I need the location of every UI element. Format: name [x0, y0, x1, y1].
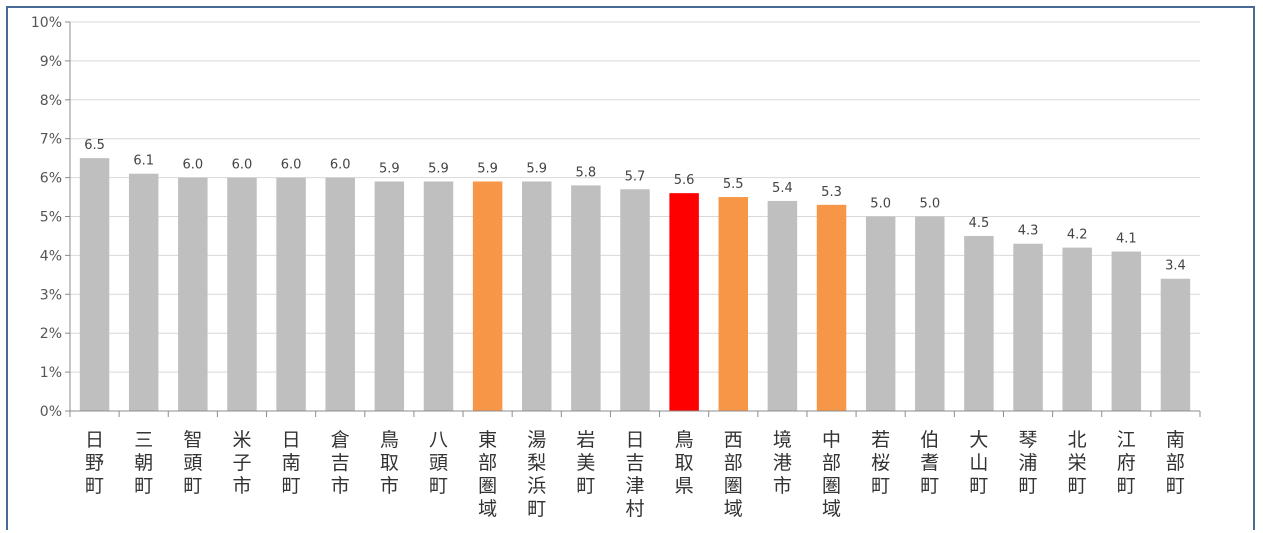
bar — [767, 200, 798, 411]
category-label: 鳥取県 — [675, 429, 694, 497]
bar — [325, 177, 355, 411]
category-label: 倉吉市 — [331, 429, 350, 497]
data-label: 4.3 — [1018, 224, 1039, 239]
x-axis: 日野町 三朝町 智頭町 米子市 日南町 倉吉市 鳥取市 八頭町 東部圏域 湯梨浜町 岩美町 日吉津村 鳥… — [69, 410, 1201, 520]
category-label: 米子市 — [232, 429, 251, 497]
bar — [1062, 247, 1092, 411]
bar — [620, 189, 650, 411]
data-label: 5.4 — [772, 181, 793, 196]
bar — [1013, 243, 1043, 411]
y-tick-label: 0% — [40, 404, 62, 420]
category-label: 日吉津村 — [625, 429, 644, 520]
bar — [669, 193, 699, 411]
y-tick-label: 6% — [40, 171, 62, 187]
category-label: 南部町 — [1166, 429, 1185, 497]
data-label: 5.9 — [379, 161, 400, 176]
bar — [374, 181, 405, 411]
y-tick-label: 5% — [40, 210, 62, 226]
category-label: 鳥取市 — [380, 429, 399, 497]
data-label: 5.0 — [870, 197, 891, 212]
bars — [79, 158, 1191, 411]
bar — [1111, 251, 1142, 411]
y-tick-label: 8% — [40, 93, 62, 109]
category-label: 八頭町 — [429, 429, 448, 497]
bar — [276, 177, 306, 411]
bar — [964, 235, 994, 411]
data-label: 5.0 — [919, 197, 940, 212]
data-label: 4.2 — [1067, 228, 1088, 243]
category-label: 江府町 — [1117, 429, 1136, 497]
bar — [571, 185, 601, 411]
y-tick-label: 4% — [40, 248, 62, 264]
category-label: 境港市 — [773, 429, 792, 497]
data-label: 4.5 — [969, 216, 990, 231]
category-label: 中部圏域 — [822, 429, 841, 520]
bar — [178, 177, 208, 411]
bar — [1160, 278, 1191, 411]
bar — [718, 197, 748, 411]
data-label: 5.9 — [477, 161, 498, 176]
bar — [865, 216, 896, 411]
category-label: 東部圏域 — [478, 429, 497, 520]
data-label: 5.5 — [723, 177, 744, 192]
bar — [79, 158, 110, 411]
bar — [227, 177, 257, 411]
bar — [522, 181, 552, 411]
data-label: 5.9 — [428, 161, 449, 176]
data-label: 6.0 — [330, 158, 351, 173]
data-label: 6.0 — [232, 158, 253, 173]
data-label: 6.0 — [281, 158, 302, 173]
category-label: 岩美町 — [576, 429, 595, 497]
category-label: 日南町 — [282, 429, 301, 497]
category-label: 伯耆町 — [920, 429, 939, 497]
category-label: 三朝町 — [134, 429, 153, 497]
data-label: 5.6 — [674, 173, 695, 188]
category-label: 若桜町 — [871, 429, 890, 497]
data-label: 6.1 — [133, 154, 154, 169]
bar — [915, 216, 945, 411]
data-labels: 6.5 6.1 6.0 6.0 6.0 6.0 5.9 5.9 5.9 5.9 5.8 5.7 5.6 5… — [84, 138, 1186, 274]
category-label: 西部圏域 — [724, 429, 743, 520]
y-tick-label: 3% — [40, 287, 62, 303]
data-label: 5.8 — [576, 165, 597, 180]
y-axis: 0% 1% 2% 3% 4% 5% 6% 7% 8% 9% 10% — [31, 15, 71, 420]
y-tick-label: 7% — [40, 132, 62, 148]
category-label: 北栄町 — [1068, 429, 1087, 497]
data-label: 6.0 — [182, 158, 203, 173]
category-label: 日野町 — [85, 429, 104, 497]
y-tick-label: 9% — [40, 54, 62, 70]
data-label: 5.9 — [526, 161, 547, 176]
category-label: 大山町 — [969, 429, 988, 497]
data-label: 3.4 — [1165, 259, 1186, 274]
data-label: 6.5 — [84, 138, 105, 153]
bar — [423, 181, 454, 411]
category-label: 智頭町 — [183, 429, 202, 497]
bar — [472, 181, 503, 411]
y-tick-label: 10% — [31, 15, 62, 31]
y-tick-label: 2% — [40, 326, 62, 342]
data-label: 5.7 — [625, 169, 646, 184]
data-label: 4.1 — [1116, 232, 1137, 247]
category-label: 湯梨浜町 — [527, 429, 546, 520]
bar — [816, 204, 847, 411]
y-tick-label: 1% — [40, 365, 62, 381]
bar — [128, 173, 159, 411]
data-label: 5.3 — [821, 185, 842, 200]
category-label: 琴浦町 — [1019, 429, 1038, 497]
